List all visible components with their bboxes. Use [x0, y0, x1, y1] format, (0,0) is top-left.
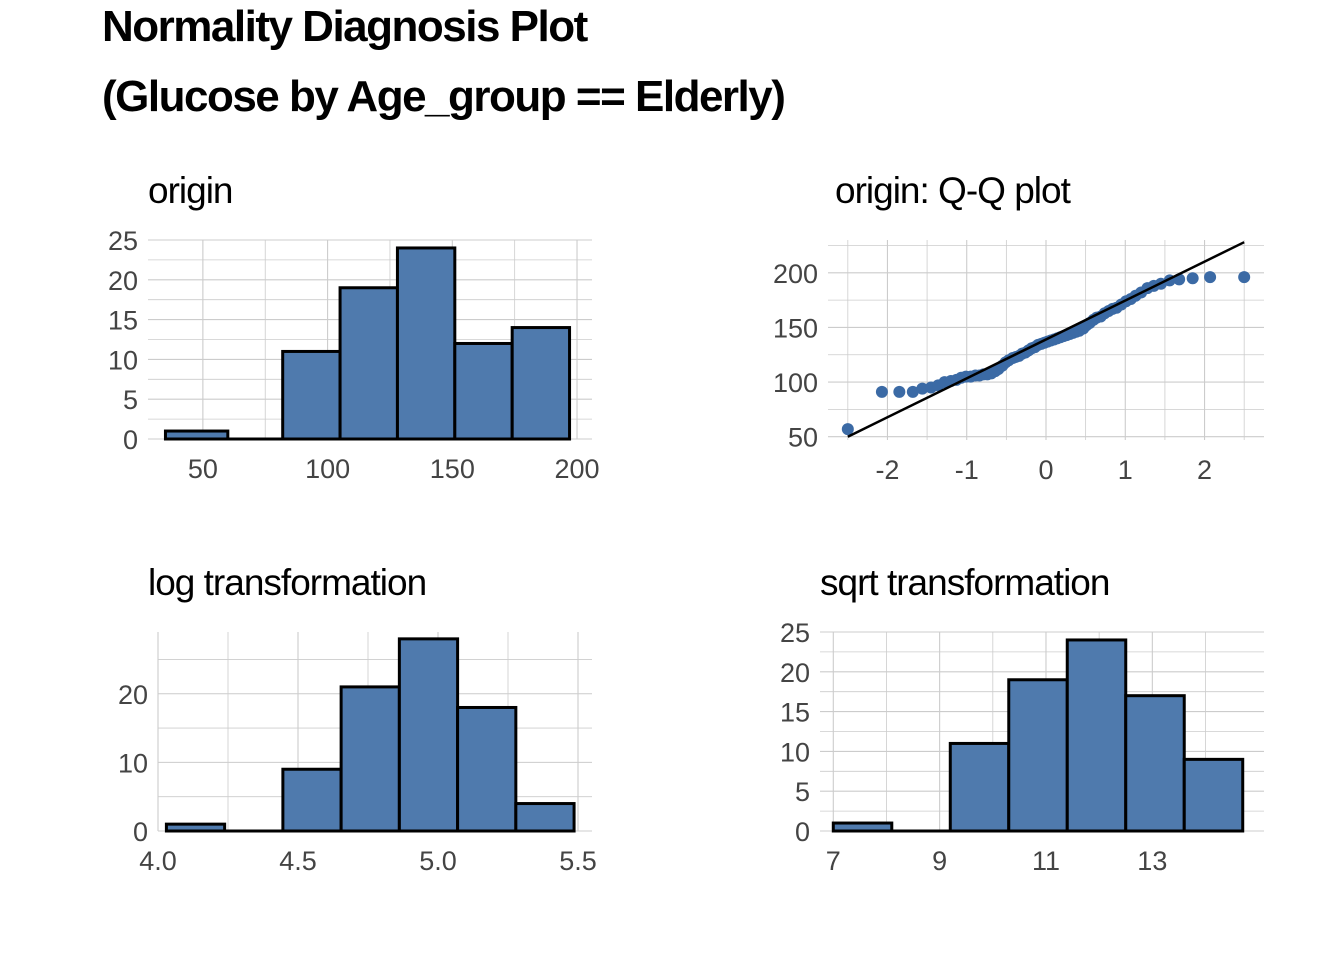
- qq-point: [1204, 271, 1217, 284]
- x-tick-label: 150: [430, 454, 475, 484]
- x-tick-label: -1: [955, 455, 979, 485]
- y-tick-label: 15: [108, 306, 138, 336]
- y-tick-label: 100: [773, 368, 818, 398]
- histogram-bar: [510, 326, 572, 441]
- histogram-bar: [339, 685, 401, 833]
- y-tick-label: 25: [108, 226, 138, 256]
- chart-title-line-1: Normality Diagnosis Plot: [102, 2, 588, 51]
- x-tick-label: 11: [1032, 846, 1060, 876]
- qq-point: [893, 385, 906, 398]
- histogram-bar: [395, 246, 457, 441]
- qq-point: [875, 385, 888, 398]
- panel-title-qq: origin: Q-Q plot: [835, 170, 1071, 211]
- histogram-bar: [281, 349, 342, 441]
- x-tick-label: 0: [1038, 455, 1053, 485]
- panel-bottom-right: 7 9 11 13 0 5 10 15 20 25: [780, 618, 1264, 876]
- y-tick-label: 15: [780, 698, 810, 728]
- histogram-bar: [1007, 678, 1069, 833]
- chart-title-line-2: (Glucose by Age_group == Elderly): [102, 72, 786, 121]
- x-tick-label: 5.0: [419, 846, 457, 876]
- histogram-bar: [397, 637, 460, 833]
- x-tick-label: 200: [555, 454, 600, 484]
- y-tick-label: 10: [118, 748, 148, 778]
- panel-title-origin: origin: [148, 170, 233, 211]
- x-tick-label: -2: [875, 455, 899, 485]
- y-tick-label: 200: [773, 259, 818, 289]
- y-tick-label: 25: [780, 618, 810, 648]
- qq-point: [906, 385, 919, 398]
- panel-top-right: -2 -1 0 1 2 50 100 150 200: [773, 240, 1264, 485]
- histogram-bar: [514, 802, 576, 833]
- histogram-bar: [948, 741, 1011, 833]
- histogram-bar: [163, 429, 230, 441]
- x-tick-label: 7: [826, 846, 841, 876]
- panel-title-log: log transformation: [148, 562, 427, 603]
- y-tick-label: 20: [780, 658, 810, 688]
- qq-point: [1238, 271, 1251, 284]
- y-tick-label: 20: [118, 680, 148, 710]
- histogram-bar: [831, 821, 894, 833]
- panel-bottom-left: 4.0 4.5 5.0 5.5 0 10 20: [118, 632, 597, 876]
- y-tick-label: 10: [108, 345, 138, 375]
- x-tick-label: 100: [305, 454, 350, 484]
- histogram-bar: [453, 341, 514, 441]
- y-tick-label: 0: [123, 425, 138, 455]
- histogram-bar: [1124, 694, 1186, 833]
- histogram-bar: [338, 286, 399, 441]
- x-tick-label: 5.5: [559, 846, 597, 876]
- y-tick-label: 10: [780, 737, 810, 767]
- y-tick-label: 5: [123, 385, 138, 415]
- x-tick-label: 2: [1197, 455, 1212, 485]
- histogram-bar: [1182, 757, 1245, 833]
- histogram-bar: [281, 767, 343, 833]
- x-tick-label: 9: [932, 846, 947, 876]
- x-tick-label: 1: [1118, 455, 1133, 485]
- y-tick-label: 0: [795, 817, 810, 847]
- histogram-bar: [456, 705, 518, 833]
- y-tick-label: 50: [788, 423, 818, 453]
- qq-point: [916, 382, 929, 395]
- qq-point: [841, 423, 854, 436]
- x-tick-label: 4.0: [139, 846, 177, 876]
- panel-top-left: 50 100 150 200 0 5 10 15 20 25: [108, 226, 600, 484]
- qq-reference-line: [847, 241, 1245, 438]
- y-tick-label: 20: [108, 266, 138, 296]
- y-tick-label: 5: [795, 777, 810, 807]
- panel-title-sqrt: sqrt transformation: [820, 562, 1110, 603]
- x-tick-label: 4.5: [279, 846, 317, 876]
- qq-point: [1186, 272, 1199, 285]
- x-tick-label: 50: [188, 454, 218, 484]
- histogram-bar: [164, 822, 227, 833]
- y-tick-label: 150: [773, 313, 818, 343]
- histogram-bar: [1065, 638, 1128, 833]
- x-tick-label: 13: [1137, 846, 1167, 876]
- y-tick-label: 0: [133, 817, 148, 847]
